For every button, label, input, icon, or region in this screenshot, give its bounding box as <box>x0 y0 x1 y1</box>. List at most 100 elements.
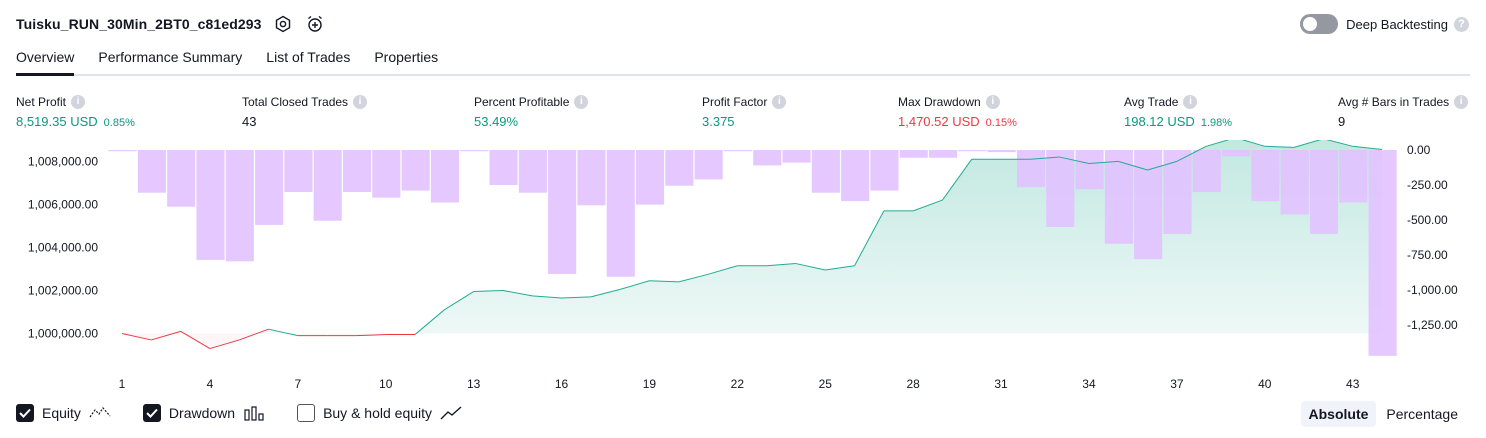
drawdown-bar <box>753 150 782 166</box>
drawdown-bar <box>167 150 196 207</box>
drawdown-bar <box>342 150 372 192</box>
stat-percent: 0.15% <box>985 117 1017 129</box>
stat-max-drawdown: Max Drawdown i 1,470.52 USD 0.15% <box>898 94 1017 129</box>
percentage-button[interactable]: Percentage <box>1386 406 1458 422</box>
equity-segment <box>1206 140 1230 147</box>
x-axis-tick: 22 <box>731 377 745 391</box>
equity-segment <box>239 328 269 341</box>
equity-segment <box>121 332 152 341</box>
equity-loss-fill <box>122 333 1382 349</box>
equity-segment <box>180 330 211 349</box>
stat-value: 3.375 <box>702 114 735 129</box>
equity-segment <box>268 328 298 337</box>
equity-segment <box>1264 145 1295 148</box>
deep-backtesting-toggle[interactable] <box>1300 14 1339 34</box>
drawdown-bar <box>1104 150 1133 244</box>
left-axis-tick: 1,006,000.00 <box>28 197 98 211</box>
info-icon[interactable]: i <box>1454 94 1469 109</box>
drawdown-checkbox[interactable] <box>142 404 161 422</box>
info-icon[interactable]: i <box>1183 94 1198 109</box>
toggle-knob <box>1303 17 1318 31</box>
info-icon[interactable]: i <box>985 94 1000 109</box>
stat-label: Total Closed Trades <box>242 94 349 109</box>
drawdown-bar <box>665 150 694 186</box>
tab-properties[interactable]: Properties <box>374 49 439 65</box>
drawdown-bar <box>811 150 840 193</box>
x-axis-tick: 43 <box>1346 377 1360 391</box>
equity-segment <box>942 158 973 201</box>
drawdown-bar <box>723 150 752 152</box>
equity-checkbox[interactable] <box>16 404 34 422</box>
drawdown-bar <box>1251 150 1280 202</box>
legend-buy-hold[interactable]: Buy & hold equity <box>297 404 462 422</box>
equity-segment <box>707 265 738 275</box>
drawdown-bar <box>108 150 137 152</box>
stat-total-closed-trades: Total Closed Trades i 43 <box>242 94 368 129</box>
x-axis-tick: 25 <box>819 377 833 391</box>
right-axis-tick: -250.00 <box>1407 178 1448 192</box>
equity-segment <box>590 288 621 298</box>
stat-label: Percent Profitable <box>474 94 570 109</box>
x-axis-tick: 13 <box>467 377 481 391</box>
alarm-add-icon[interactable] <box>304 13 326 35</box>
absolute-button[interactable]: Absolute <box>1300 401 1377 427</box>
x-axis-tick: 10 <box>379 377 393 391</box>
stats-bar: Net Profit i 8,519.35 USD 0.85% Total Clos… <box>0 94 1486 130</box>
help-icon[interactable]: ? <box>1454 16 1469 32</box>
drawdown-bar <box>1222 150 1251 157</box>
tab-overview[interactable]: Overview <box>16 48 75 76</box>
x-axis-tick: 37 <box>1170 377 1184 391</box>
drawdown-bar <box>137 150 166 193</box>
equity-segment <box>825 265 855 271</box>
right-axis-tick: -1,250.00 <box>1407 318 1458 332</box>
stat-value: 198.12 USD <box>1124 114 1195 129</box>
info-icon[interactable]: i <box>353 94 368 109</box>
equity-segment <box>1176 145 1207 162</box>
right-axis: 0.00 -250.00 -500.00 -750.00 -1,000.00 -1,250… <box>1407 143 1458 332</box>
equity-segment <box>795 263 826 271</box>
deep-backtesting-label: Deep Backtesting <box>1346 16 1448 32</box>
legend-label: Buy & hold equity <box>323 405 433 421</box>
drawdown-bar <box>782 150 811 163</box>
equity-drawdown-chart[interactable]: 1,000,000.00 1,002,000.00 1,004,000.00 1,00… <box>0 140 1486 396</box>
info-icon[interactable]: i <box>772 94 787 109</box>
equity-segment <box>649 280 679 283</box>
stat-avg-trade: Avg Trade i 198.12 USD 1.98% <box>1124 94 1232 129</box>
drawdown-bar <box>1046 150 1075 227</box>
x-axis-tick: 19 <box>643 377 657 391</box>
tab-performance-summary[interactable]: Performance Summary <box>98 49 243 65</box>
equity-line <box>121 140 1383 350</box>
tab-bar: Overview Performance Summary List of Tra… <box>16 48 1470 76</box>
drawdown-bar <box>1134 150 1163 260</box>
stat-label: Max Drawdown <box>898 94 981 109</box>
drawdown-bar <box>987 150 1016 153</box>
drawdown-bar <box>958 150 987 152</box>
equity-segment <box>619 280 650 290</box>
stat-avg-bars: Avg # Bars in Trades i 9 <box>1338 94 1469 129</box>
equity-segment <box>1241 140 1265 147</box>
x-axis-tick: 1 <box>119 377 126 391</box>
buy-hold-checkbox[interactable] <box>297 404 316 422</box>
stat-value: 1,470.52 USD <box>898 114 980 129</box>
info-icon[interactable]: i <box>71 94 86 109</box>
equity-segment <box>532 295 562 299</box>
equity-segment <box>502 289 533 297</box>
left-axis: 1,000,000.00 1,002,000.00 1,004,000.00 1,00… <box>28 154 98 340</box>
settings-icon[interactable] <box>272 13 294 35</box>
tab-list-of-trades[interactable]: List of Trades <box>266 49 351 65</box>
equity-segment <box>414 309 445 335</box>
drawdown-bar <box>1339 150 1368 203</box>
legend-label: Drawdown <box>168 405 236 421</box>
drawdown-bar <box>606 150 635 277</box>
equity-segment <box>912 199 943 212</box>
equity-segment <box>1326 140 1353 147</box>
drawdown-bar <box>430 150 459 203</box>
drawdown-bar <box>1368 150 1397 356</box>
legend-drawdown[interactable]: Drawdown <box>142 404 265 422</box>
equity-segment <box>561 296 591 299</box>
header: Tuisku_RUN_30Min_2BT0_c81ed293 <box>16 12 326 36</box>
info-icon[interactable]: i <box>574 94 589 109</box>
x-axis-tick: 34 <box>1082 377 1096 391</box>
legend-equity[interactable]: Equity <box>16 404 111 422</box>
drawdown-bar <box>870 150 899 191</box>
